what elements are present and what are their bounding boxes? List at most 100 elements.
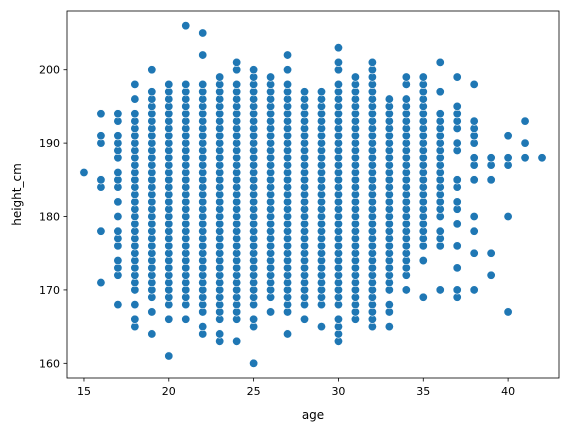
x-axis-label: age (302, 408, 324, 422)
data-point (249, 358, 259, 368)
x-tick-label: 25 (247, 385, 261, 398)
data-point (283, 79, 293, 89)
data-point (486, 153, 496, 163)
y-tick-label: 180 (39, 211, 60, 224)
data-point (435, 226, 445, 236)
data-point (469, 212, 479, 222)
data-point (96, 278, 106, 288)
data-point (164, 351, 174, 361)
data-point (130, 314, 140, 324)
data-point (520, 138, 530, 148)
data-point (113, 300, 123, 310)
y-axis-label: height_cm (10, 163, 24, 226)
y-axis-ticks: 160 170 180 190 200 (39, 64, 67, 370)
data-point (452, 197, 462, 207)
data-point (198, 322, 208, 332)
data-point (113, 226, 123, 236)
x-tick-label: 30 (331, 385, 345, 398)
data-point (469, 248, 479, 258)
data-point (96, 131, 106, 141)
x-tick-label: 40 (501, 385, 515, 398)
data-point (316, 87, 326, 97)
data-point (452, 138, 462, 148)
data-point (113, 131, 123, 141)
data-point (283, 65, 293, 75)
points-layer (79, 21, 547, 368)
data-point (283, 329, 293, 339)
data-point (486, 248, 496, 258)
data-point (113, 197, 123, 207)
data-point (469, 116, 479, 126)
data-point (215, 329, 225, 339)
data-point (79, 167, 89, 177)
data-point (266, 307, 276, 317)
data-point (130, 79, 140, 89)
plot-area-frame (66, 10, 560, 379)
data-point (469, 285, 479, 295)
data-point (333, 43, 343, 53)
data-point (147, 87, 157, 97)
x-axis-ticks: 15 20 25 30 35 40 (77, 378, 515, 398)
data-point (215, 72, 225, 82)
y-tick-label: 170 (39, 284, 60, 297)
data-point (520, 116, 530, 126)
data-point (130, 109, 140, 119)
data-point (452, 241, 462, 251)
data-point (469, 175, 479, 185)
data-point (232, 336, 242, 346)
data-point (181, 21, 191, 31)
x-tick-label: 35 (416, 385, 430, 398)
data-point (266, 72, 276, 82)
data-point (452, 72, 462, 82)
data-point (96, 175, 106, 185)
data-point (147, 307, 157, 317)
data-point (113, 167, 123, 177)
data-point (469, 226, 479, 236)
data-point (181, 79, 191, 89)
data-point (164, 314, 174, 324)
data-point (147, 329, 157, 339)
data-point (181, 314, 191, 324)
data-point (232, 57, 242, 67)
data-point (367, 57, 377, 67)
data-point (452, 285, 462, 295)
data-point (198, 50, 208, 60)
data-point (316, 322, 326, 332)
data-point (435, 285, 445, 295)
data-point (198, 28, 208, 38)
data-point (232, 79, 242, 89)
data-point (198, 79, 208, 89)
data-point (401, 72, 411, 82)
data-point (469, 79, 479, 89)
y-tick-label: 200 (39, 64, 60, 77)
data-point (401, 94, 411, 104)
data-point (96, 109, 106, 119)
data-point (452, 175, 462, 185)
data-point (503, 212, 513, 222)
data-point (418, 72, 428, 82)
data-point (435, 87, 445, 97)
y-tick-label: 160 (39, 357, 60, 370)
data-point (503, 131, 513, 141)
data-point (113, 212, 123, 222)
data-point (333, 314, 343, 324)
data-point (401, 285, 411, 295)
data-point (113, 256, 123, 266)
data-point (300, 87, 310, 97)
x-tick-label: 15 (77, 385, 91, 398)
data-point (537, 153, 547, 163)
data-point (486, 270, 496, 280)
y-tick-label: 190 (39, 137, 60, 150)
data-point (350, 72, 360, 82)
data-point (486, 175, 496, 185)
data-point (130, 94, 140, 104)
data-point (164, 79, 174, 89)
data-point (418, 292, 428, 302)
x-tick-label: 20 (162, 385, 176, 398)
data-point (452, 101, 462, 111)
data-point (283, 50, 293, 60)
data-point (333, 79, 343, 89)
data-point (384, 322, 394, 332)
